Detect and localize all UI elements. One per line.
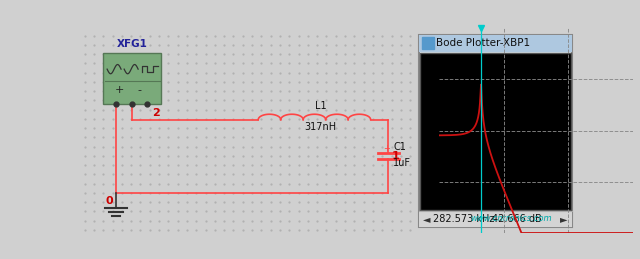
Text: 317nH: 317nH bbox=[305, 122, 337, 132]
Text: ◄: ◄ bbox=[423, 214, 431, 224]
Bar bbox=[419, 35, 572, 227]
Bar bbox=[419, 211, 572, 227]
Text: 2: 2 bbox=[152, 109, 159, 118]
Text: ►: ► bbox=[560, 214, 568, 224]
Text: XFG1: XFG1 bbox=[117, 39, 148, 49]
Text: 282.573 kHz: 282.573 kHz bbox=[433, 214, 494, 224]
Bar bbox=[103, 53, 161, 104]
Bar bbox=[419, 35, 572, 52]
Text: www.cntronics.com: www.cntronics.com bbox=[470, 214, 552, 224]
Bar bbox=[420, 53, 571, 211]
Text: 0: 0 bbox=[106, 196, 113, 206]
Text: +: + bbox=[115, 85, 124, 95]
Text: 1: 1 bbox=[392, 151, 399, 161]
Text: Bode Plotter-XBP1: Bode Plotter-XBP1 bbox=[436, 38, 530, 48]
Text: 1uF: 1uF bbox=[393, 158, 411, 168]
Text: C1: C1 bbox=[393, 142, 406, 152]
Text: 42.666 dB: 42.666 dB bbox=[492, 214, 542, 224]
Text: -: - bbox=[138, 85, 141, 95]
Text: +: + bbox=[383, 144, 390, 153]
Text: L1: L1 bbox=[315, 101, 326, 111]
